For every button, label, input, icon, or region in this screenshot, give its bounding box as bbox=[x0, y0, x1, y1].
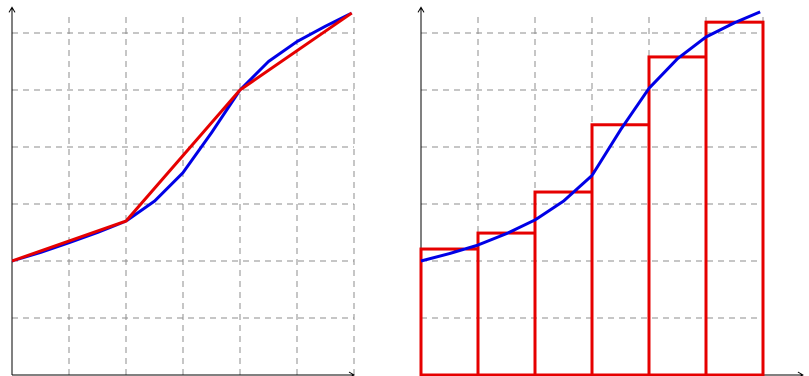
line-series bbox=[420, 10, 761, 263]
x-axis-arrow bbox=[797, 371, 804, 376]
y-axis-arrow bbox=[8, 6, 16, 13]
line-series bbox=[11, 11, 353, 263]
bar bbox=[419, 247, 480, 376]
x-axis-arrow bbox=[348, 371, 355, 376]
bar bbox=[704, 20, 765, 376]
y-axis-arrow bbox=[417, 6, 425, 13]
bar bbox=[647, 55, 708, 376]
bar bbox=[476, 231, 537, 376]
bar bbox=[533, 190, 594, 376]
line-series bbox=[11, 11, 353, 263]
